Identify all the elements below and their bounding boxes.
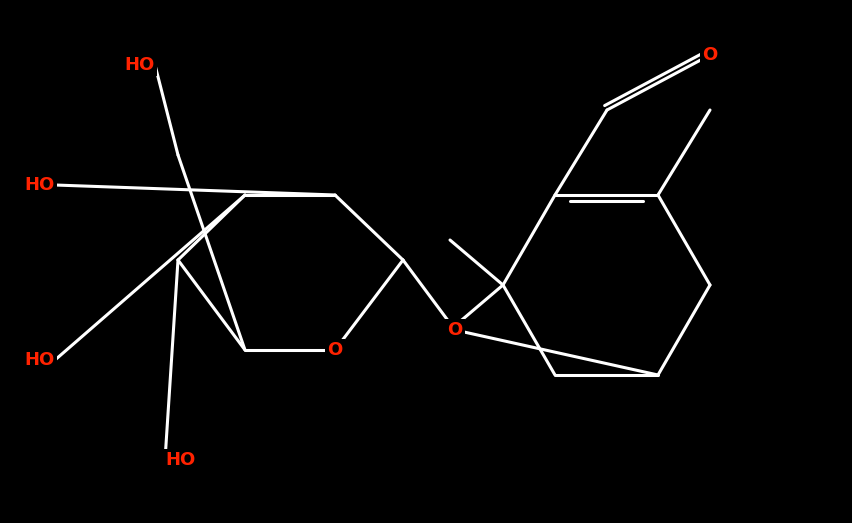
Text: O: O [701,46,717,64]
Text: HO: HO [25,176,55,194]
Text: HO: HO [25,351,55,369]
Text: HO: HO [164,451,195,469]
Text: HO: HO [124,56,155,74]
Text: O: O [446,321,462,339]
Text: O: O [327,341,343,359]
